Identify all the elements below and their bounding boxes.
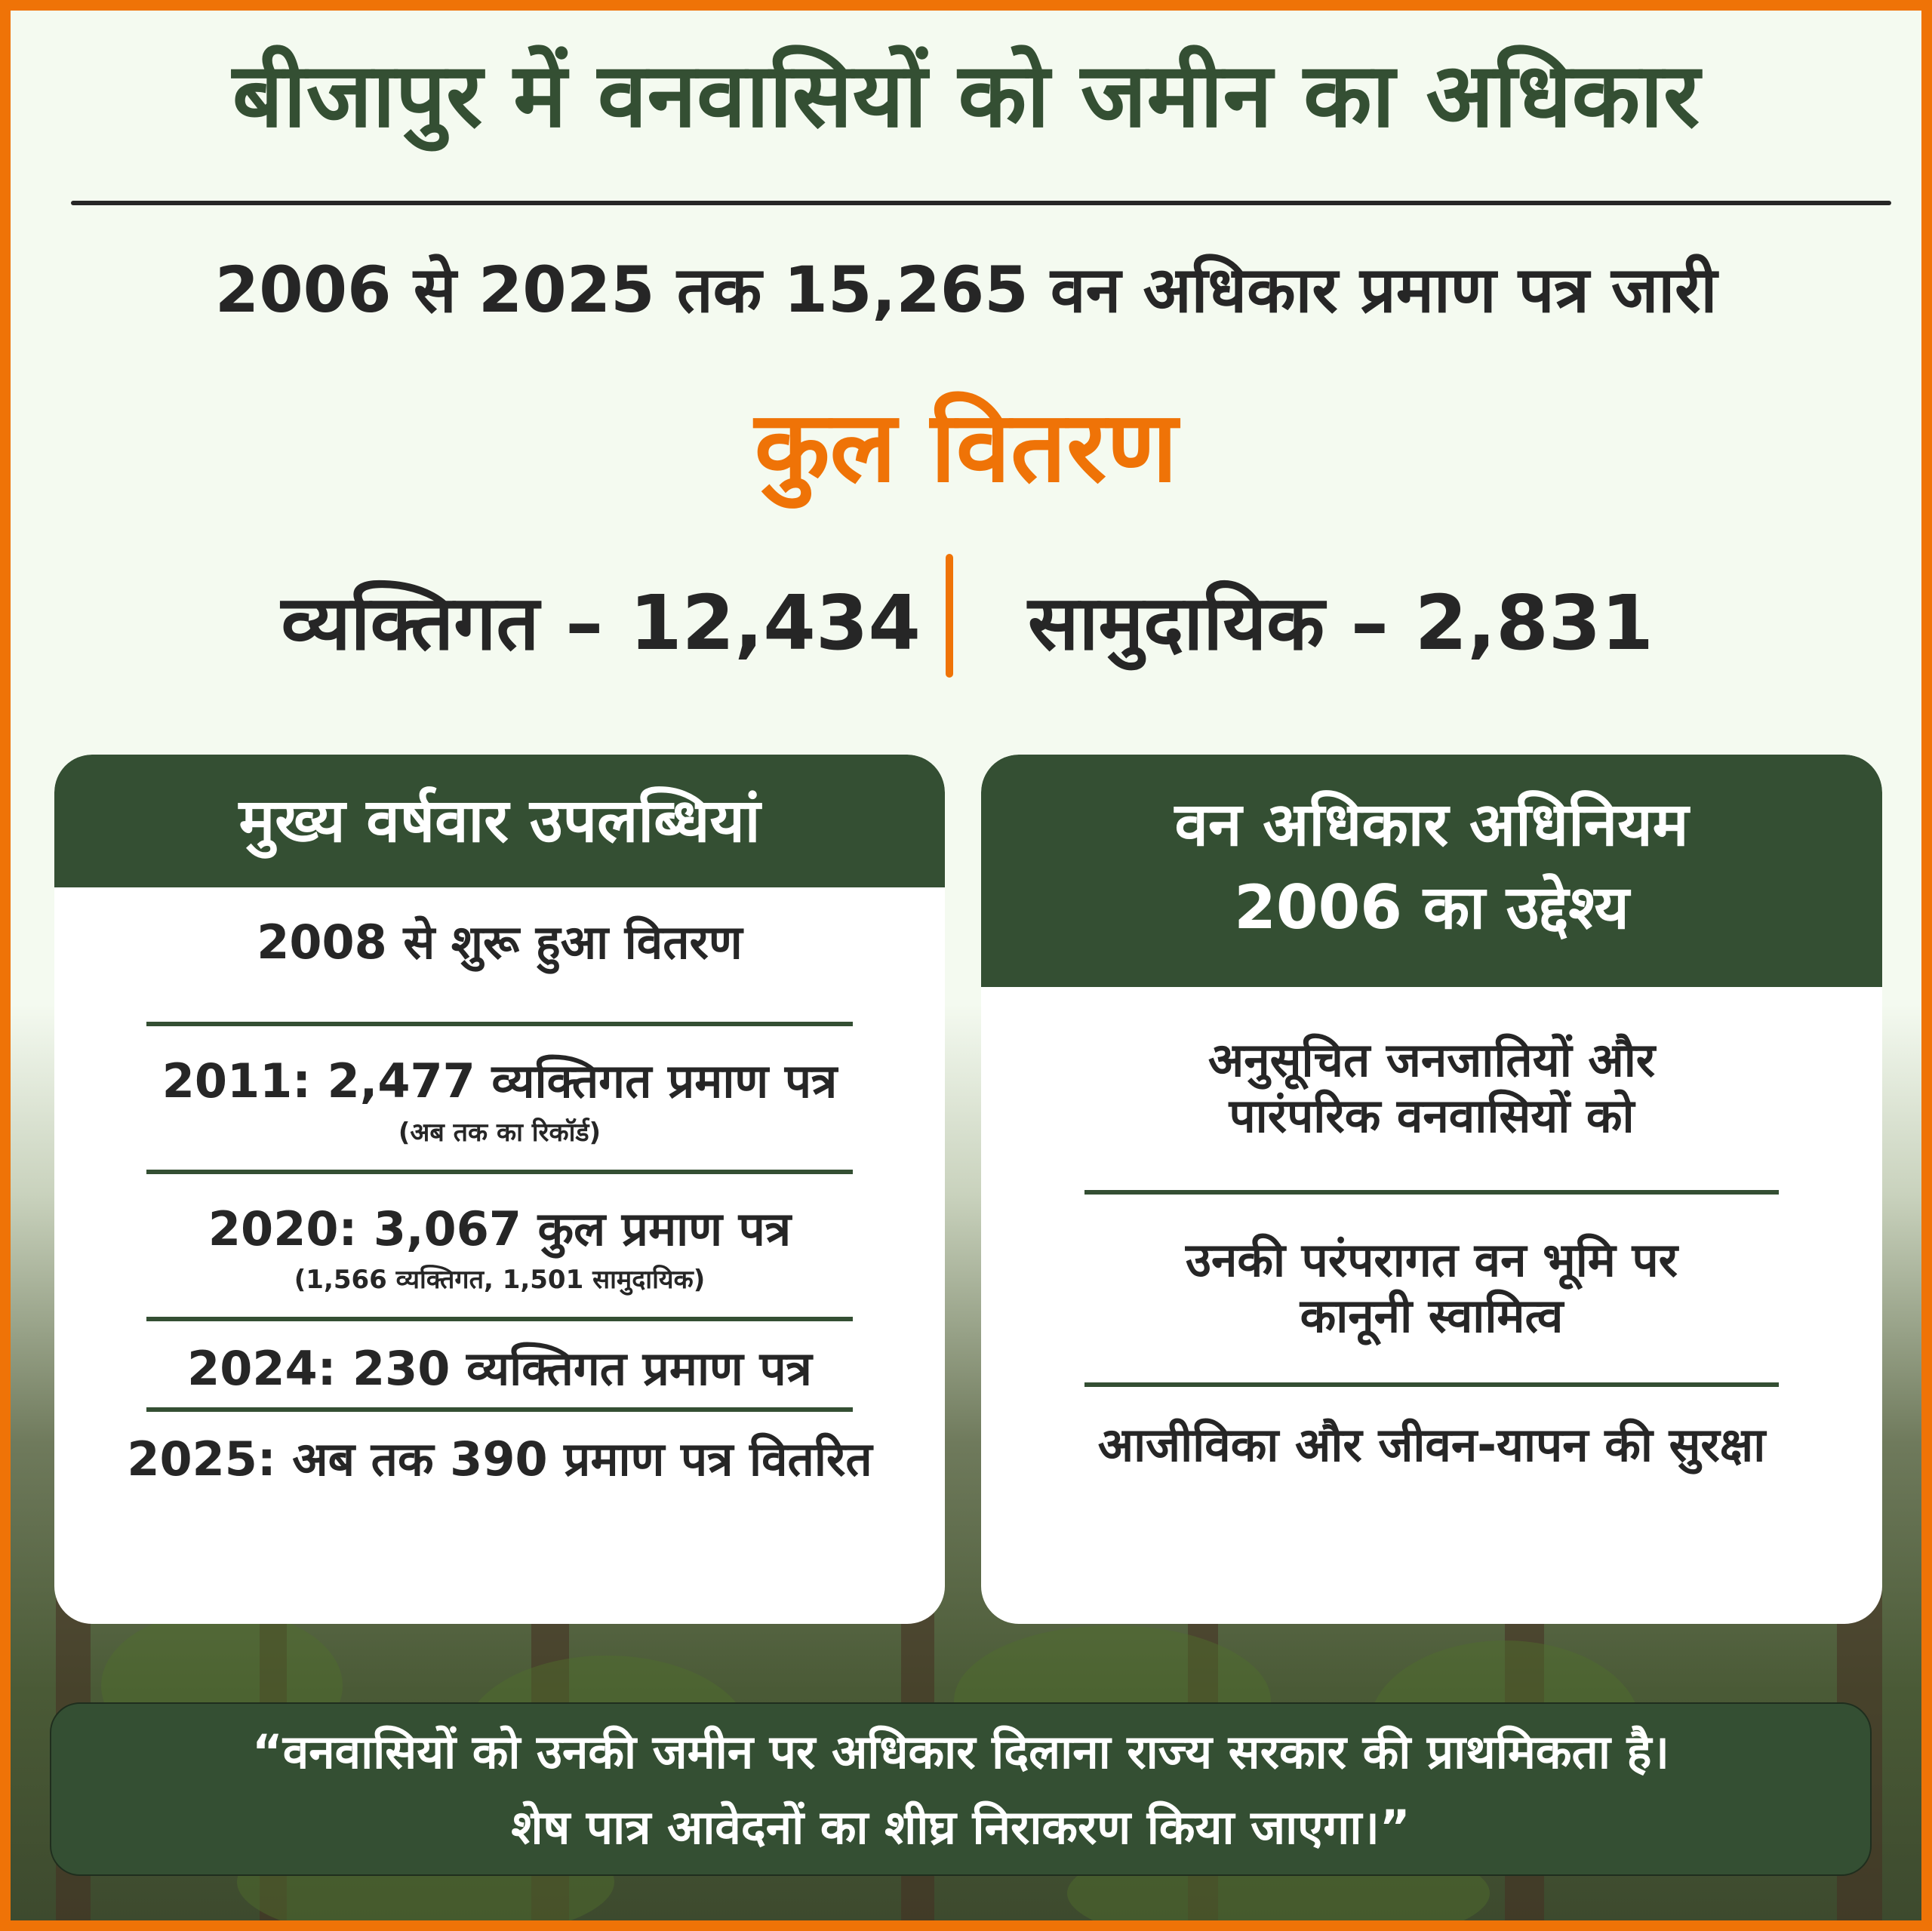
government-quote: “वनवासियों को उनकी जमीन पर अधिकार दिलाना… [50,1702,1872,1876]
objective-item: आजीविका और जीवन-यापन की सुरक्षा [1097,1416,1766,1472]
objective-heading: वन अधिकार अधिनियम 2006 का उद्देश्य [981,755,1882,987]
achievement-item: 2025: अब तक 390 प्रमाण पत्र वितरित [127,1431,872,1487]
divider [146,1316,853,1321]
totals-split: व्यक्तिगत – 12,434 सामुदायिक – 2,831 [11,546,1921,678]
orange-divider [946,554,953,678]
objective-item: उनकी परंपरागत वन भूमि पर कानूनी स्वामित्… [1185,1231,1678,1344]
divider [146,1407,853,1413]
achievement-item: 2011: 2,477 व्यक्तिगत प्रमाण पत्र (अब तक… [54,1053,945,1148]
achievement-item: 2008 से शुरू हुआ वितरण [257,915,743,970]
infographic-frame: बीजापुर में वनवासियों को जमीन का अधिकार … [11,11,1921,1920]
community-total: सामुदायिक – 2,831 [1028,579,1654,667]
achievements-card: मुख्य वर्षवार उपलब्धियां 2008 से शुरू हु… [54,755,945,1624]
title-divider [71,201,1891,205]
divider [146,1169,853,1174]
total-distribution-heading: कुल वितरण [754,389,1178,504]
divider [146,1022,853,1027]
objective-item: अनुसूचित जनजातियों और पारंपरिक वनवासियों… [1208,1032,1656,1144]
divider [1084,1189,1779,1195]
achievements-heading: मुख्य वर्षवार उपलब्धियां [54,755,945,887]
achievement-item: 2024: 230 व्यक्तिगत प्रमाण पत्र [187,1340,812,1396]
achievement-note: (अब तक का रिकॉर्ड) [398,1117,601,1148]
achievement-note: (1,566 व्यक्तिगत, 1,501 सामुदायिक) [294,1264,706,1295]
achievement-item: 2020: 3,067 कुल प्रमाण पत्र (1,566 व्यक्… [54,1201,945,1296]
page-title: बीजापुर में वनवासियों को जमीन का अधिकार [232,43,1700,147]
objective-card: वन अधिकार अधिनियम 2006 का उद्देश्य अनुसू… [981,755,1882,1624]
individual-total: व्यक्तिगत – 12,434 [281,579,921,667]
page-subtitle: 2006 से 2025 तक 15,265 वन अधिकार प्रमाण … [214,253,1718,327]
divider [1084,1382,1779,1387]
